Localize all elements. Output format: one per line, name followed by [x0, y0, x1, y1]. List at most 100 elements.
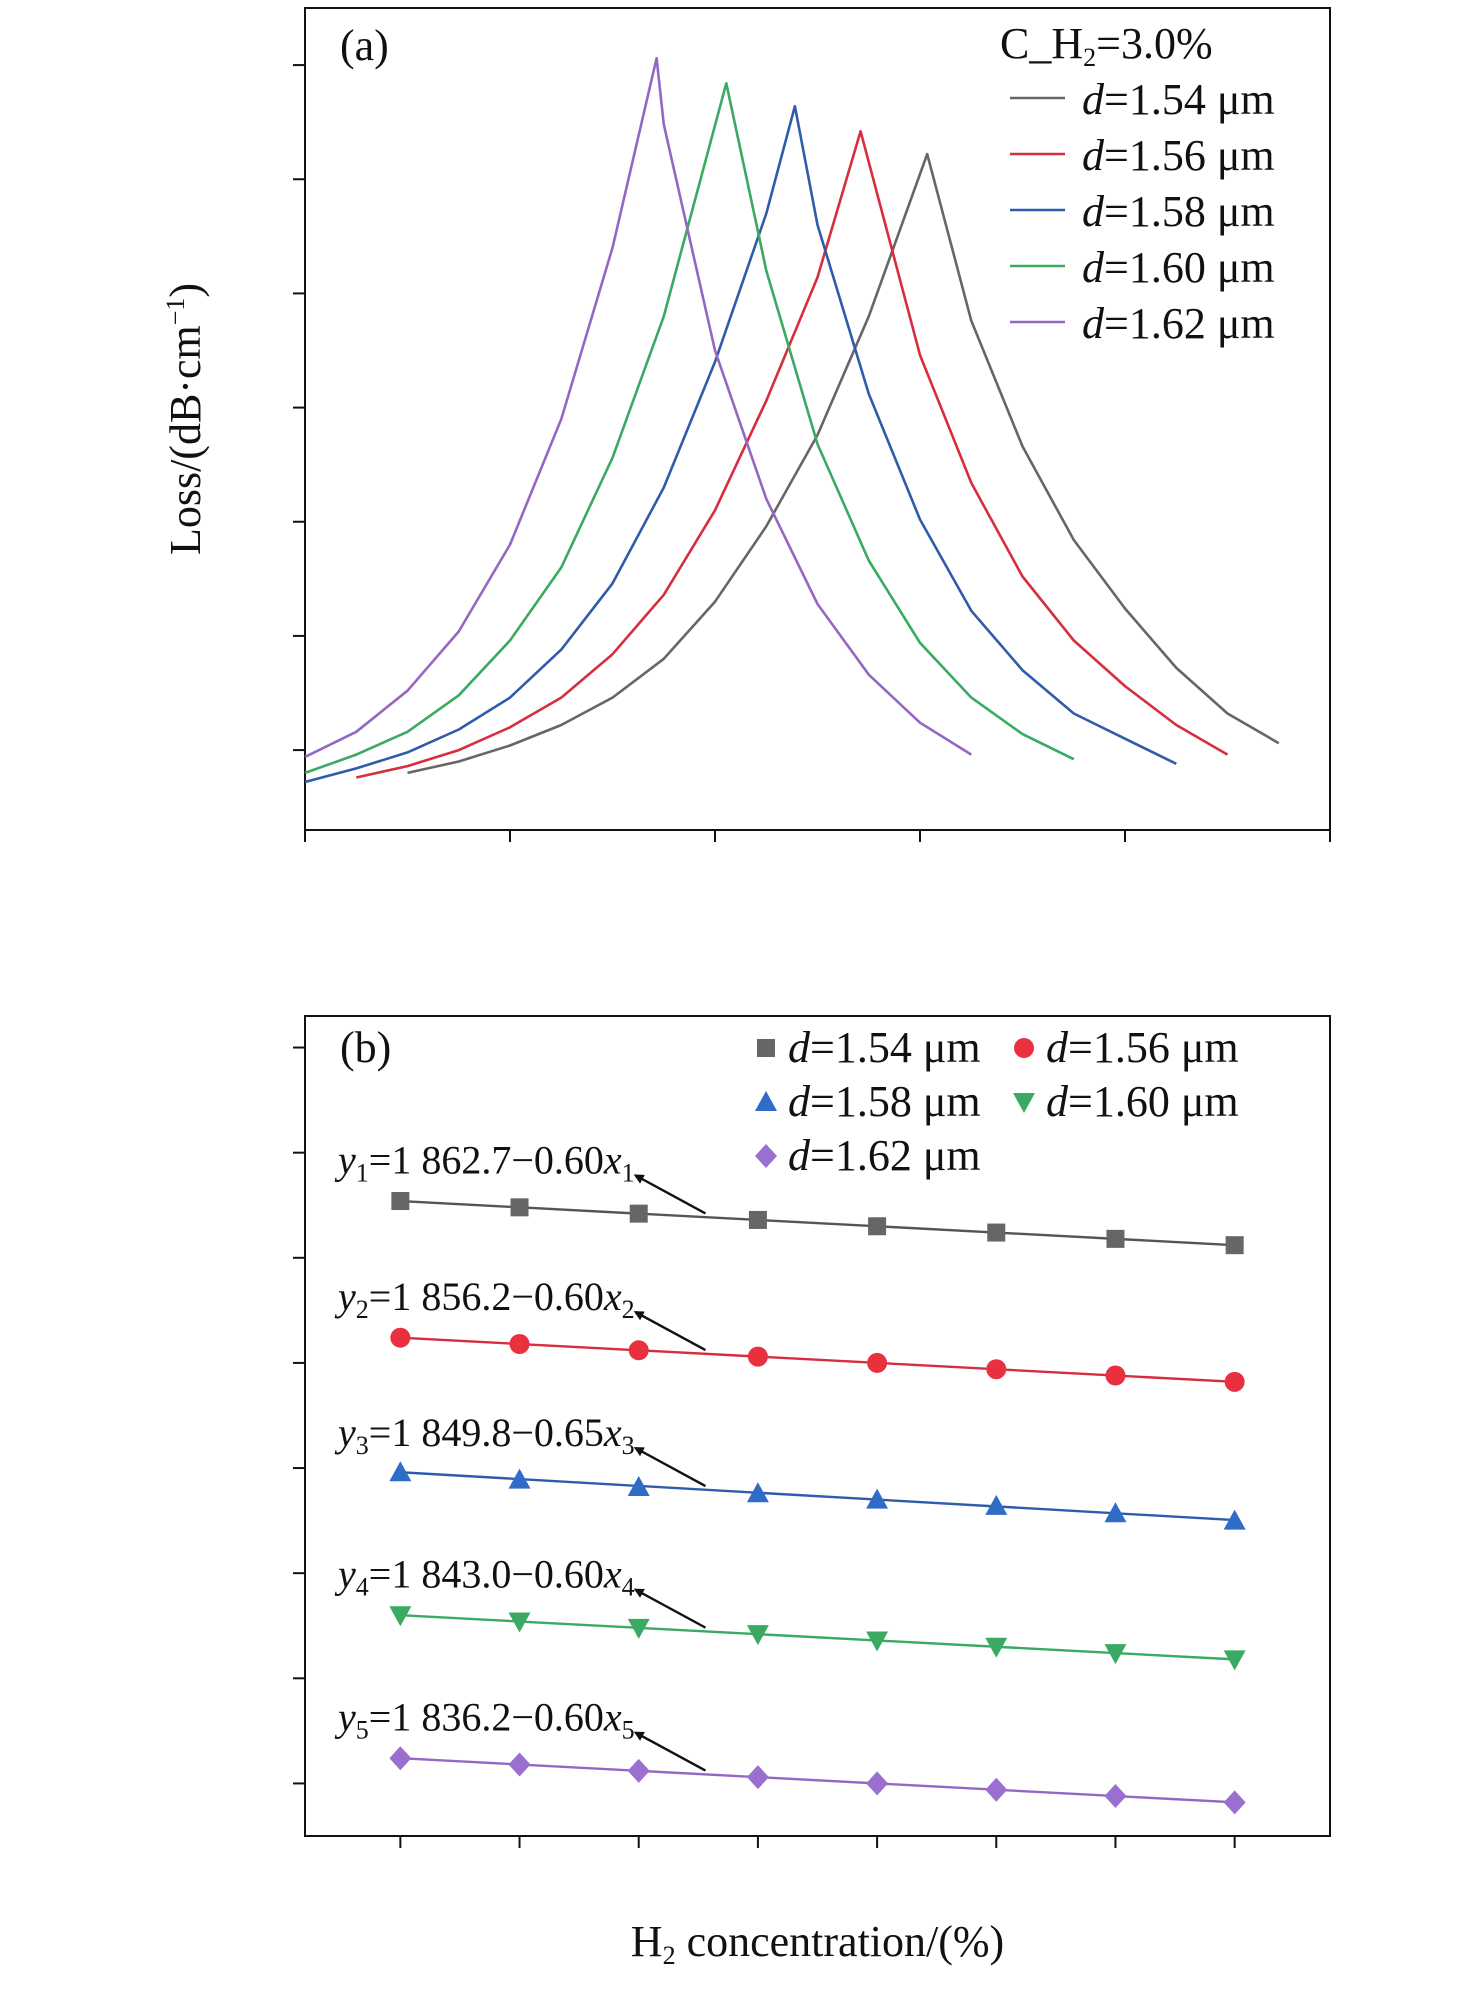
panel-b-fit-equation-xvar: x [603, 1137, 622, 1182]
panel-b-frame [304, 1015, 1331, 1837]
panel-b-fit-line [400, 1336, 1235, 1384]
panel-a-legend-entry: d=1.54 μm [1082, 75, 1275, 124]
panel-b-data-point [627, 1618, 650, 1639]
panel-b-fit-equation: y1=1 862.7−0.60x1 [334, 1137, 635, 1187]
panel-b-fit-equation-idx: 5 [356, 1716, 369, 1745]
panel-b-fit-equation-mid: =1 836.2−0.60 [369, 1695, 604, 1740]
panel-a-legend-entry-var: d [1082, 75, 1105, 124]
panel-b-fit-equation-xvar: x [603, 1274, 622, 1319]
panel-b-data-point [627, 1758, 650, 1783]
panel-b-fit-line [400, 1199, 1235, 1247]
panel-a-y-axis-label-sup: −1 [161, 298, 190, 326]
panel-b-data-point [747, 1346, 768, 1367]
panel-b-legend-marker [755, 1144, 777, 1168]
panel-b-x-axis-label: H2 concentration/(%) [631, 1917, 1004, 1970]
panel-a-legend-entry-var: d [1082, 187, 1105, 236]
panel-b-data-point [508, 1752, 531, 1777]
panel-b-legend-entry-rest: =1.62 μm [810, 1131, 981, 1180]
panel-a-legend-entry: d=1.60 μm [1082, 243, 1275, 292]
panel-b-data-point [629, 1204, 648, 1223]
panel-b-legend-marker [1013, 1093, 1035, 1113]
panel-b-data-point [866, 1771, 889, 1796]
panel-b-data-point [1223, 1509, 1246, 1530]
panel-a-legend-entry-rest: =1.62 μm [1104, 299, 1275, 348]
panel-a-legend-entry-var: d [1082, 299, 1105, 348]
panel-b-fit-equation-var: y [334, 1137, 356, 1182]
panel-a-series-line [407, 152, 1280, 775]
panel-b-fit-line [400, 1614, 1235, 1661]
panel-b-fit-equation-idx: 2 [356, 1295, 369, 1324]
panel-b-data-point [391, 1192, 410, 1211]
panel-a-legend-title-post: =3.0% [1096, 19, 1212, 68]
panel-b-legend-entry: d=1.54 μm [788, 1023, 981, 1072]
panel-b-label: (b) [340, 1023, 391, 1072]
panel-b-legend-entry: d=1.60 μm [1046, 1077, 1239, 1126]
panel-b-data-point [746, 1625, 769, 1646]
panel-b-data-point [389, 1461, 412, 1482]
panel-b-legend-marker [757, 1039, 775, 1057]
panel-b-data-point [510, 1198, 529, 1217]
panel-a-y-axis-label-close: ) [161, 283, 210, 298]
panel-a-legend-title: C_H2=3.0% [1000, 19, 1213, 72]
panel-b-data-point [390, 1327, 411, 1348]
panel-b-equation-arrow [633, 1174, 707, 1215]
panel-b-fit-equation-var: y [334, 1410, 356, 1455]
panel-a-legend-title-sub: 2 [1083, 43, 1096, 72]
panel-b-x-axis-label-sub: 2 [663, 1941, 676, 1970]
panel-b-data-point [389, 1746, 412, 1771]
panel-a-legend-entry-rest: =1.54 μm [1104, 75, 1275, 124]
panel-b-data-point [867, 1352, 888, 1373]
panel-b-legend-entry: d=1.58 μm [788, 1077, 981, 1126]
panel-b-legend-marker [755, 1091, 777, 1111]
panel-b-legend-entry: d=1.56 μm [1046, 1023, 1239, 1072]
panel-b-data-point [986, 1359, 1007, 1380]
panel-b-legend-entry-rest: =1.58 μm [810, 1077, 981, 1126]
panel-a-legend-title-pre: C_H [1000, 19, 1083, 68]
panel-a-legend-entry-rest: =1.58 μm [1104, 187, 1275, 236]
panel-b-data-point [985, 1777, 1008, 1802]
panel-b-data-point [509, 1334, 530, 1354]
panel-b-data-point [628, 1340, 649, 1361]
panel-a-legend-entry: d=1.62 μm [1082, 299, 1275, 348]
panel-b-data-point [1106, 1229, 1125, 1248]
panel-b-data-point [1104, 1502, 1127, 1523]
panel-b-legend-entry-var: d [788, 1023, 811, 1072]
panel-b-fit-equation-mid: =1 856.2−0.60 [369, 1274, 604, 1319]
panel-b-data-point [1104, 1784, 1127, 1809]
panel-b-fit-equation-var: y [334, 1274, 356, 1319]
panel-b-legend-entry: d=1.62 μm [788, 1131, 981, 1180]
panel-b-fit-equation-xidx: 2 [622, 1295, 635, 1324]
panel-b-data-point [746, 1482, 769, 1503]
panel-b-legend-entry-var: d [788, 1077, 811, 1126]
panel-a-series-line [304, 56, 972, 759]
panel-b-data-point [508, 1612, 531, 1633]
panel-b-x-axis-label-post: concentration/(%) [676, 1917, 1005, 1966]
panel-b-legend-entry-var: d [1046, 1077, 1069, 1126]
panel-b-equation-arrow [633, 1311, 707, 1352]
panel-b-data-point [866, 1488, 889, 1509]
panel-b-fit-equation-xidx: 4 [622, 1573, 635, 1602]
panel-b-legend-entry-rest: =1.54 μm [810, 1023, 981, 1072]
panel-b-legend-entry-rest: =1.60 μm [1068, 1077, 1239, 1126]
panel-b-data-point [868, 1217, 887, 1236]
panel-b-data-point [1225, 1236, 1244, 1255]
panel-b-legend-marker [1014, 1038, 1034, 1058]
panel-b-fit-equation: y4=1 843.0−0.60x4 [334, 1552, 635, 1602]
panel-b-fit-equation-xvar: x [603, 1552, 622, 1597]
panel-b-fit-equation-mid: =1 843.0−0.60 [369, 1552, 604, 1597]
panel-b-fit-equation-var: y [334, 1552, 356, 1597]
panel-b-fit-equation-var: y [334, 1695, 356, 1740]
panel-a-legend-entry-var: d [1082, 131, 1105, 180]
panel-b-fit-line [400, 1757, 1235, 1804]
panel-b-fit-equation-mid: =1 849.8−0.65 [369, 1410, 604, 1455]
panel-b-fit-equation-mid: =1 862.7−0.60 [369, 1137, 604, 1182]
panel-b-fit-equation-idx: 3 [356, 1431, 369, 1460]
panel-b-data-point [1224, 1371, 1245, 1392]
panel-b-fit-equation-xidx: 3 [622, 1431, 635, 1460]
panel-b-data-point [746, 1765, 769, 1790]
panel-b-fit-equation-xvar: x [603, 1410, 622, 1455]
panel-a-y-axis-label-main: Loss/(dB·cm [161, 325, 210, 555]
panel-b-fit-equation-xvar: x [603, 1695, 622, 1740]
panel-b-legend-entry-var: d [1046, 1023, 1069, 1072]
panel-b-fit-equation: y5=1 836.2−0.60x5 [334, 1695, 635, 1745]
